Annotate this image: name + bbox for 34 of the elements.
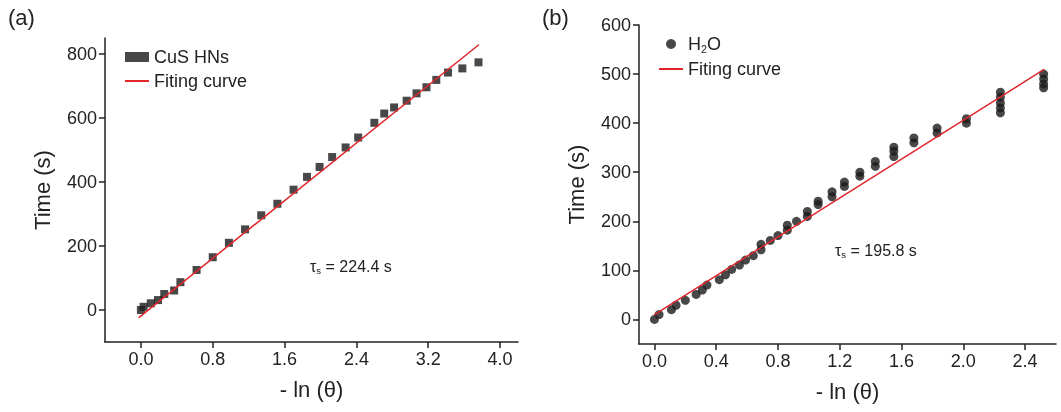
y-tick-label: 0 [86, 300, 97, 320]
y-tick-label: 800 [66, 44, 97, 64]
y-axis-title: Time (s) [563, 144, 589, 225]
y-tick-label: 300 [600, 162, 631, 183]
y-tick-label: 400 [66, 172, 97, 192]
y-tick-label: 100 [600, 260, 631, 281]
x-tick-label: 0.8 [765, 351, 791, 371]
y-tick-label: 500 [600, 64, 631, 85]
x-tick-label: 0.4 [703, 351, 729, 371]
y-tick-label: 600 [66, 108, 97, 128]
y-axis-title: Time (s) [29, 150, 55, 230]
x-tick-label: 2.4 [1012, 351, 1038, 371]
x-tick-label: 0.8 [200, 349, 226, 369]
y-tick-label: 600 [600, 15, 631, 35]
legend-label: Fiting curve [154, 71, 248, 91]
x-axis-title: - ln (θ) [815, 378, 880, 404]
x-tick-label: 3.2 [415, 349, 441, 369]
x-tick-label: 4.0 [487, 349, 513, 369]
x-tick-label: 0.0 [128, 349, 154, 369]
x-axis-title: - ln (θ) [279, 376, 344, 402]
x-tick-label: 0.0 [641, 351, 667, 371]
y-tick-label: 200 [66, 236, 97, 256]
y-tick-label: 400 [600, 113, 631, 134]
x-tick-label: 1.6 [272, 349, 298, 369]
y-tick-label: 200 [600, 211, 631, 232]
legend-label: CuS HNs [154, 47, 230, 67]
text: (a) [8, 4, 35, 30]
x-tick-label: 1.2 [827, 351, 853, 371]
text: (b) [542, 4, 569, 30]
x-tick-label: 2.4 [343, 349, 369, 369]
x-tick-label: 2.0 [950, 351, 976, 371]
legend-label: Fiting curve [688, 59, 782, 79]
x-tick-label: 1.6 [889, 351, 915, 371]
y-tick-label: 0 [620, 309, 631, 330]
